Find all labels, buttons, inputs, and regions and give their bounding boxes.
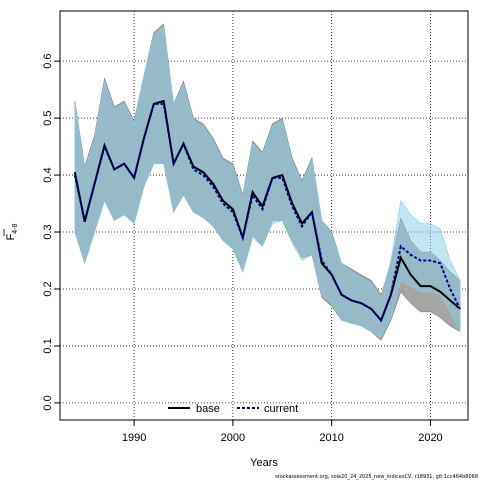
y-axis-title: F4-8 <box>3 223 19 240</box>
legend-current-label: current <box>264 403 298 415</box>
confidence-bands <box>74 23 461 341</box>
y-tick-label: 0.1 <box>42 338 54 353</box>
x-axis: 1990 2000 2010 2020 <box>122 420 443 444</box>
y-axis-title-subscript: 4-8 <box>12 223 19 233</box>
y-tick-label: 0.0 <box>42 395 54 410</box>
legend-base-label: base <box>196 403 220 415</box>
band-current <box>74 26 461 338</box>
x-tick-label: 2000 <box>221 432 245 444</box>
y-axis: 0.0 0.1 0.2 0.3 0.4 0.5 0.6 <box>42 53 60 411</box>
y-tick-label: 0.5 <box>42 110 54 125</box>
y-tick-label: 0.3 <box>42 224 54 239</box>
x-tick-label: 2010 <box>319 432 343 444</box>
line-current <box>73 102 461 323</box>
x-axis-title: Years <box>250 457 278 469</box>
series-lines <box>73 99 461 323</box>
y-axis-title-main: F <box>5 233 17 240</box>
svg-text:F4-8: F4-8 <box>5 223 19 240</box>
x-tick-label: 2020 <box>418 432 442 444</box>
x-tick-label: 1990 <box>122 432 146 444</box>
footnote: stockassessment.org, sole20_24_2025_new_… <box>275 474 478 480</box>
plot-frame <box>59 10 469 421</box>
y-tick-label: 0.2 <box>42 281 54 296</box>
y-tick-label: 0.4 <box>42 167 54 182</box>
y-tick-label: 0.6 <box>42 53 54 68</box>
legend: base current <box>168 403 298 415</box>
